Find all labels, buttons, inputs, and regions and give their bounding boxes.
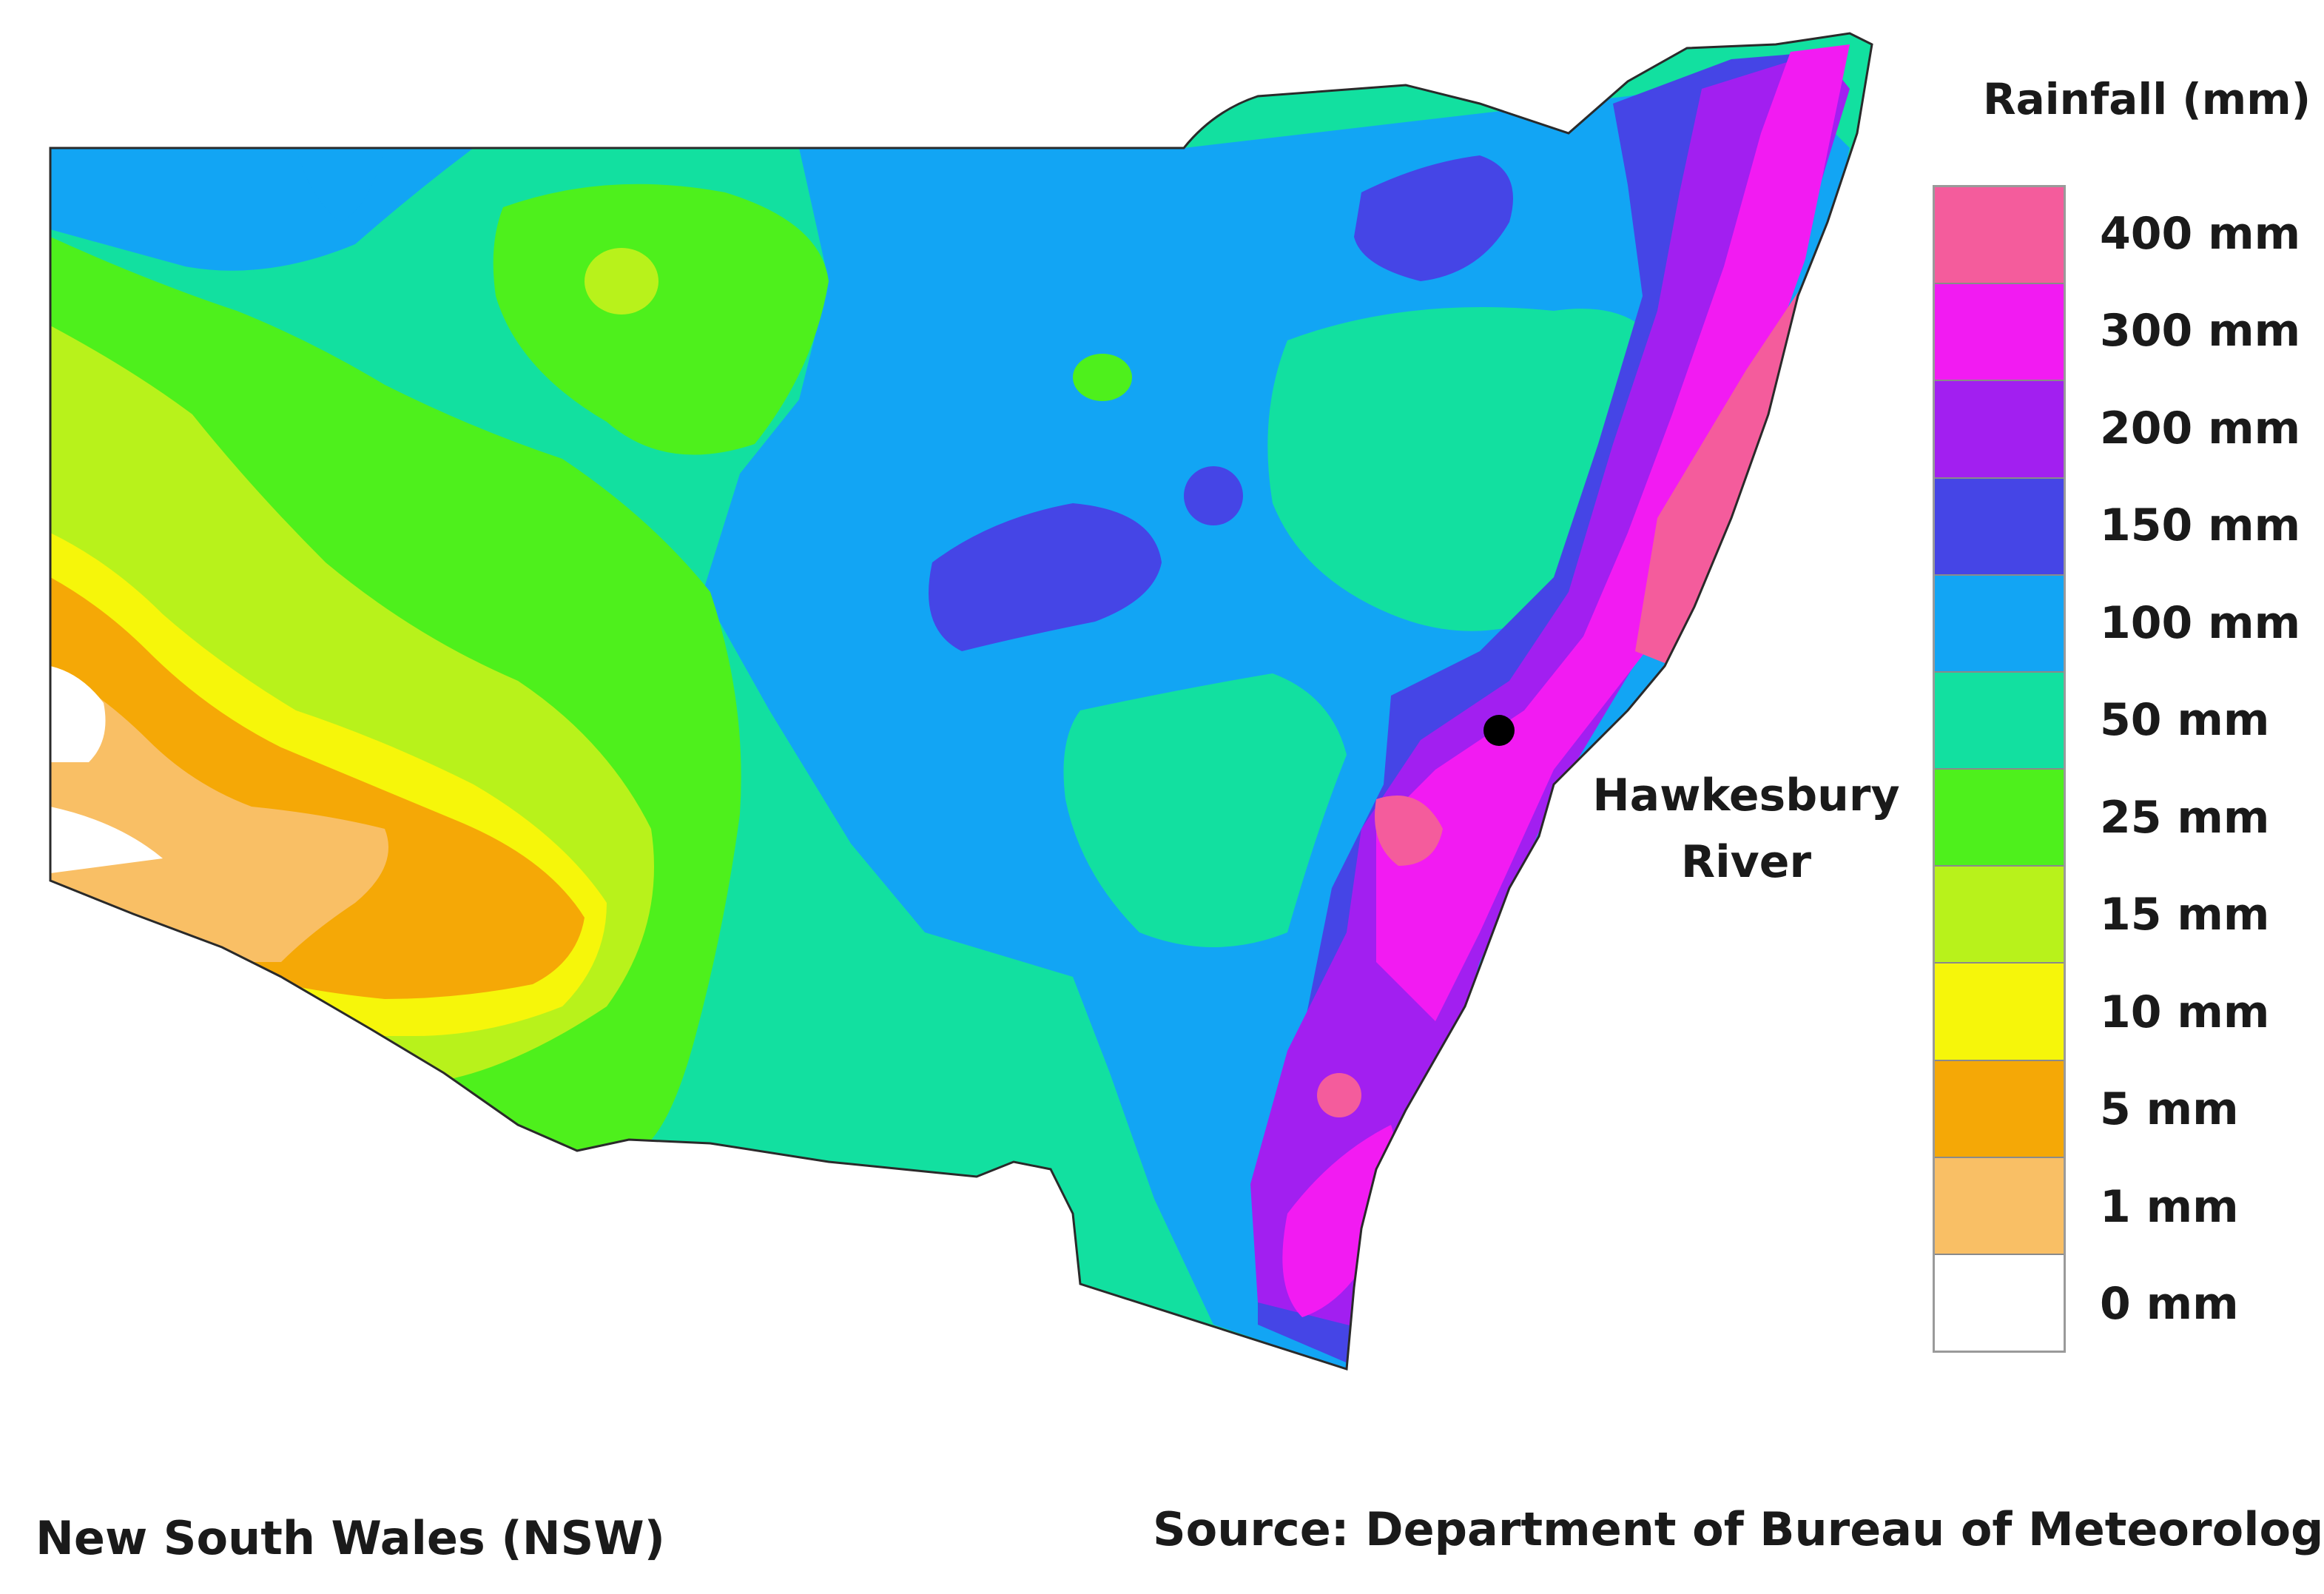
legend-swatch: [1935, 575, 2064, 673]
legend-label: 25 mm: [2100, 791, 2270, 844]
legend-title: Rainfall (mm): [1983, 74, 2311, 124]
legend-swatch: [1935, 187, 2064, 285]
legend-label: 1 mm: [2100, 1180, 2239, 1233]
zone-150mm-spot: [1184, 466, 1243, 525]
legend-swatch: [1935, 770, 2064, 867]
zone-400mm-central: [1375, 796, 1443, 866]
source-label: Source: Department of Bureau of Meteorol…: [1153, 1502, 2324, 1556]
rainfall-zones: [50, 33, 1872, 1369]
place-label-line-1: Hawkesbury: [1592, 770, 1900, 821]
hawkesbury-river-marker: [1483, 715, 1515, 746]
zone-1mm-west: [50, 666, 388, 962]
zone-300mm-south: [1282, 1125, 1396, 1317]
zone-15mm-north: [585, 248, 659, 315]
place-label-line-2: River: [1680, 836, 1812, 888]
zone-0mm-west-a: [50, 666, 106, 762]
zone-150mm-inland: [929, 503, 1162, 651]
legend-swatch: [1935, 964, 2064, 1061]
legend-swatch: [1935, 1254, 2064, 1351]
legend-label: 15 mm: [2100, 889, 2270, 941]
zone-400mm-south: [1317, 1073, 1361, 1117]
legend-label: 50 mm: [2100, 694, 2270, 747]
legend-color-bar: [1933, 185, 2066, 1353]
legend-labels: 400 mm 300 mm 200 mm 150 mm 100 mm 50 mm 25 mm…: [2100, 185, 2300, 1353]
zone-25mm-spot: [1073, 354, 1132, 401]
legend-swatch: [1935, 478, 2064, 576]
legend-swatch: [1935, 381, 2064, 479]
legend-label: 150 mm: [2100, 500, 2301, 552]
legend-label: 0 mm: [2100, 1278, 2239, 1331]
legend-swatch: [1935, 284, 2064, 382]
legend-swatch: [1935, 672, 2064, 770]
legend-label: 5 mm: [2100, 1083, 2239, 1136]
zone-0mm-west-b: [50, 807, 163, 873]
zone-300mm-coastal: [1376, 44, 1850, 1021]
region-label: New South Wales (NSW): [36, 1511, 665, 1565]
zone-150mm-north: [1354, 155, 1513, 281]
zone-50mm-central: [1063, 673, 1347, 947]
zone-100mm-north: [296, 148, 385, 222]
nsw-border: [49, 32, 1873, 1371]
legend-label: 200 mm: [2100, 402, 2301, 454]
zone-25mm-north: [493, 184, 829, 455]
legend-label: 300 mm: [2100, 305, 2301, 357]
legend-label: 400 mm: [2100, 207, 2301, 260]
legend-swatch: [1935, 1157, 2064, 1255]
hawkesbury-river-label: Hawkesbury River: [1591, 762, 1902, 895]
legend-label: 10 mm: [2100, 986, 2270, 1038]
legend-swatch: [1935, 867, 2064, 964]
legend-label: 100 mm: [2100, 596, 2301, 649]
legend-swatch: [1935, 1060, 2064, 1158]
